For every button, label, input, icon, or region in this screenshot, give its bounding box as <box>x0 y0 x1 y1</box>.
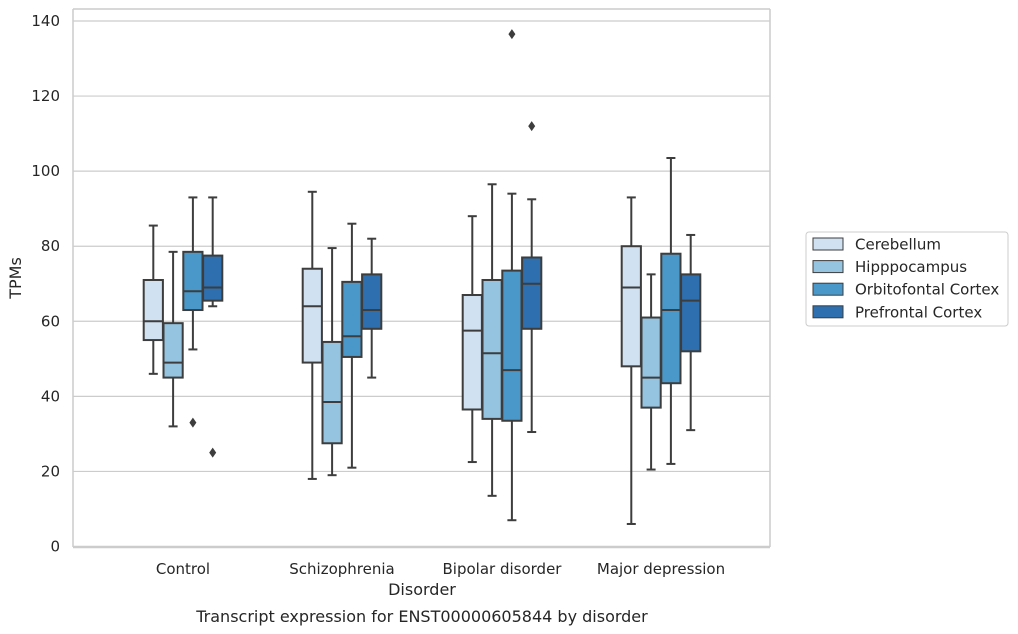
gridlines <box>73 20 770 473</box>
y-tick-labels: 0 20 40 60 80 100 120 140 <box>31 12 60 556</box>
y-tick-label: 120 <box>31 87 60 105</box>
legend-label: Orbitofontal Cortex <box>855 281 999 299</box>
legend-label: Prefrontal Cortex <box>855 303 982 321</box>
y-tick-label: 140 <box>31 12 60 30</box>
box-iqr <box>620 245 642 368</box>
box-3-1 <box>361 237 383 379</box>
legend-swatch <box>812 260 844 274</box>
outlier-point <box>189 417 197 428</box>
legend-frame <box>805 231 1009 327</box>
outlier-point <box>528 121 536 132</box>
y-tick-label: 100 <box>31 162 60 180</box>
box-iqr <box>660 252 682 385</box>
x-tick-label: Major depression <box>597 560 725 578</box>
y-tick-label: 80 <box>41 237 60 255</box>
y-tick-label: 20 <box>41 462 60 480</box>
box-2-2 <box>501 29 523 522</box>
box-1-0 <box>162 250 184 428</box>
box-iqr <box>361 273 383 330</box>
box-iqr <box>640 316 662 409</box>
y-tick-label: 60 <box>41 312 60 330</box>
box-iqr <box>501 269 523 422</box>
legend: Cerebellum Hipppocampus Orbitofontal Corte… <box>805 231 1009 327</box>
box-3-2 <box>521 121 543 434</box>
legend-label: Hipppocampus <box>855 258 967 276</box>
legend-swatch <box>812 282 844 296</box>
y-tick-label: 40 <box>41 387 60 405</box>
outlier-point <box>508 29 516 40</box>
box-iqr <box>521 256 543 330</box>
box-iqr <box>481 278 503 420</box>
legend-label: Cerebellum <box>855 236 941 254</box>
legend-swatch <box>812 305 844 319</box>
outlier-point <box>209 447 217 458</box>
box-0-0 <box>142 224 164 375</box>
box-iqr <box>301 267 323 364</box>
x-tick-labels: Control Schizophrenia Bipolar disorder Majo… <box>156 560 725 578</box>
box-iqr <box>182 250 204 312</box>
x-tick-label: Bipolar disorder <box>443 560 563 578</box>
box-plots <box>142 29 702 525</box>
y-axis-title: TPMs <box>6 257 25 300</box>
box-iqr <box>162 322 184 379</box>
x-tick-label: Schizophrenia <box>289 560 394 578</box>
x-tick-label: Control <box>156 560 210 578</box>
box-iqr <box>461 294 483 411</box>
box-3-0 <box>202 196 224 458</box>
box-0-3 <box>620 196 642 525</box>
y-tick-label: 0 <box>50 538 60 556</box>
box-iqr <box>321 340 343 445</box>
box-3-3 <box>680 233 702 432</box>
box-iqr <box>202 254 224 302</box>
box-2-3 <box>660 157 682 465</box>
chart-caption: Transcript expression for ENST0000060584… <box>195 607 648 626</box>
box-iqr <box>341 280 363 358</box>
box-2-0 <box>182 196 204 428</box>
box-iqr <box>142 278 164 342</box>
legend-swatch <box>812 237 844 251</box>
box-iqr <box>680 273 702 353</box>
x-axis-title: Disorder <box>388 580 456 599</box>
box-1-1 <box>321 247 343 477</box>
plot-frame <box>72 8 771 549</box>
box-0-1 <box>301 190 323 480</box>
